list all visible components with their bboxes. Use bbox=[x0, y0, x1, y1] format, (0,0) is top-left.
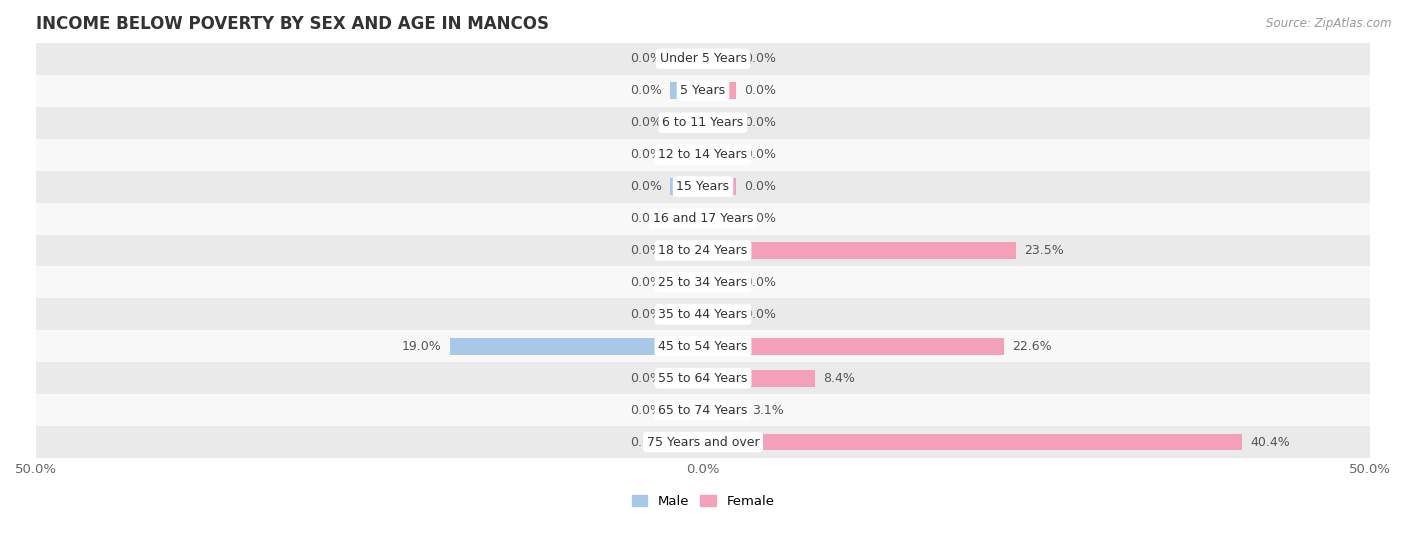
Text: 0.0%: 0.0% bbox=[630, 308, 662, 321]
Bar bbox=[37, 75, 1369, 107]
Text: 5 Years: 5 Years bbox=[681, 84, 725, 97]
Bar bbox=[703, 50, 737, 67]
Text: 19.0%: 19.0% bbox=[402, 340, 441, 353]
Bar bbox=[669, 210, 703, 227]
Bar bbox=[669, 434, 703, 451]
Bar bbox=[669, 146, 703, 163]
Bar bbox=[37, 170, 1369, 202]
Text: 0.0%: 0.0% bbox=[744, 180, 776, 193]
Text: 0.0%: 0.0% bbox=[744, 276, 776, 289]
Bar bbox=[37, 139, 1369, 170]
Bar bbox=[37, 362, 1369, 394]
Text: 55 to 64 Years: 55 to 64 Years bbox=[658, 372, 748, 385]
Bar bbox=[37, 394, 1369, 426]
Bar bbox=[450, 338, 703, 354]
Text: 0.0%: 0.0% bbox=[744, 212, 776, 225]
Text: 16 and 17 Years: 16 and 17 Years bbox=[652, 212, 754, 225]
Bar bbox=[703, 338, 1004, 354]
Text: 0.0%: 0.0% bbox=[630, 53, 662, 65]
Text: 25 to 34 Years: 25 to 34 Years bbox=[658, 276, 748, 289]
Text: 0.0%: 0.0% bbox=[630, 180, 662, 193]
Text: 40.4%: 40.4% bbox=[1250, 435, 1289, 449]
Bar bbox=[37, 426, 1369, 458]
Bar bbox=[703, 434, 1241, 451]
Bar bbox=[703, 274, 737, 291]
Bar bbox=[703, 306, 737, 323]
Bar bbox=[37, 43, 1369, 75]
Text: 0.0%: 0.0% bbox=[630, 116, 662, 129]
Text: Source: ZipAtlas.com: Source: ZipAtlas.com bbox=[1267, 17, 1392, 30]
Bar bbox=[703, 178, 737, 195]
Bar bbox=[669, 402, 703, 419]
Text: 0.0%: 0.0% bbox=[630, 84, 662, 97]
Text: 22.6%: 22.6% bbox=[1012, 340, 1052, 353]
Text: 15 Years: 15 Years bbox=[676, 180, 730, 193]
Bar bbox=[703, 210, 737, 227]
Bar bbox=[37, 299, 1369, 330]
Text: 3.1%: 3.1% bbox=[752, 404, 785, 416]
Text: 0.0%: 0.0% bbox=[630, 212, 662, 225]
Bar bbox=[37, 202, 1369, 235]
Text: 0.0%: 0.0% bbox=[630, 244, 662, 257]
Bar bbox=[669, 115, 703, 131]
Text: 6 to 11 Years: 6 to 11 Years bbox=[662, 116, 744, 129]
Bar bbox=[703, 115, 737, 131]
Bar bbox=[669, 178, 703, 195]
Bar bbox=[703, 146, 737, 163]
Text: 35 to 44 Years: 35 to 44 Years bbox=[658, 308, 748, 321]
Text: 0.0%: 0.0% bbox=[630, 404, 662, 416]
Text: 0.0%: 0.0% bbox=[744, 53, 776, 65]
Bar bbox=[37, 330, 1369, 362]
Text: 45 to 54 Years: 45 to 54 Years bbox=[658, 340, 748, 353]
Bar bbox=[669, 50, 703, 67]
Text: 75 Years and over: 75 Years and over bbox=[647, 435, 759, 449]
Text: 12 to 14 Years: 12 to 14 Years bbox=[658, 148, 748, 161]
Text: 18 to 24 Years: 18 to 24 Years bbox=[658, 244, 748, 257]
Text: 0.0%: 0.0% bbox=[744, 84, 776, 97]
Bar bbox=[669, 83, 703, 99]
Text: 0.0%: 0.0% bbox=[630, 148, 662, 161]
Text: 0.0%: 0.0% bbox=[630, 435, 662, 449]
Text: 0.0%: 0.0% bbox=[630, 372, 662, 385]
Bar bbox=[37, 267, 1369, 299]
Text: INCOME BELOW POVERTY BY SEX AND AGE IN MANCOS: INCOME BELOW POVERTY BY SEX AND AGE IN M… bbox=[37, 15, 548, 33]
Text: 0.0%: 0.0% bbox=[744, 116, 776, 129]
Bar bbox=[37, 107, 1369, 139]
Bar bbox=[669, 306, 703, 323]
Text: 0.0%: 0.0% bbox=[744, 148, 776, 161]
Text: 65 to 74 Years: 65 to 74 Years bbox=[658, 404, 748, 416]
Bar bbox=[669, 242, 703, 259]
Text: 8.4%: 8.4% bbox=[823, 372, 855, 385]
Bar bbox=[669, 274, 703, 291]
Text: 0.0%: 0.0% bbox=[630, 276, 662, 289]
Text: 23.5%: 23.5% bbox=[1025, 244, 1064, 257]
Bar bbox=[37, 235, 1369, 267]
Bar bbox=[703, 370, 815, 386]
Bar bbox=[703, 402, 744, 419]
Text: Under 5 Years: Under 5 Years bbox=[659, 53, 747, 65]
Text: 0.0%: 0.0% bbox=[744, 308, 776, 321]
Bar bbox=[669, 370, 703, 386]
Bar bbox=[703, 242, 1017, 259]
Legend: Male, Female: Male, Female bbox=[626, 490, 780, 514]
Bar bbox=[703, 83, 737, 99]
